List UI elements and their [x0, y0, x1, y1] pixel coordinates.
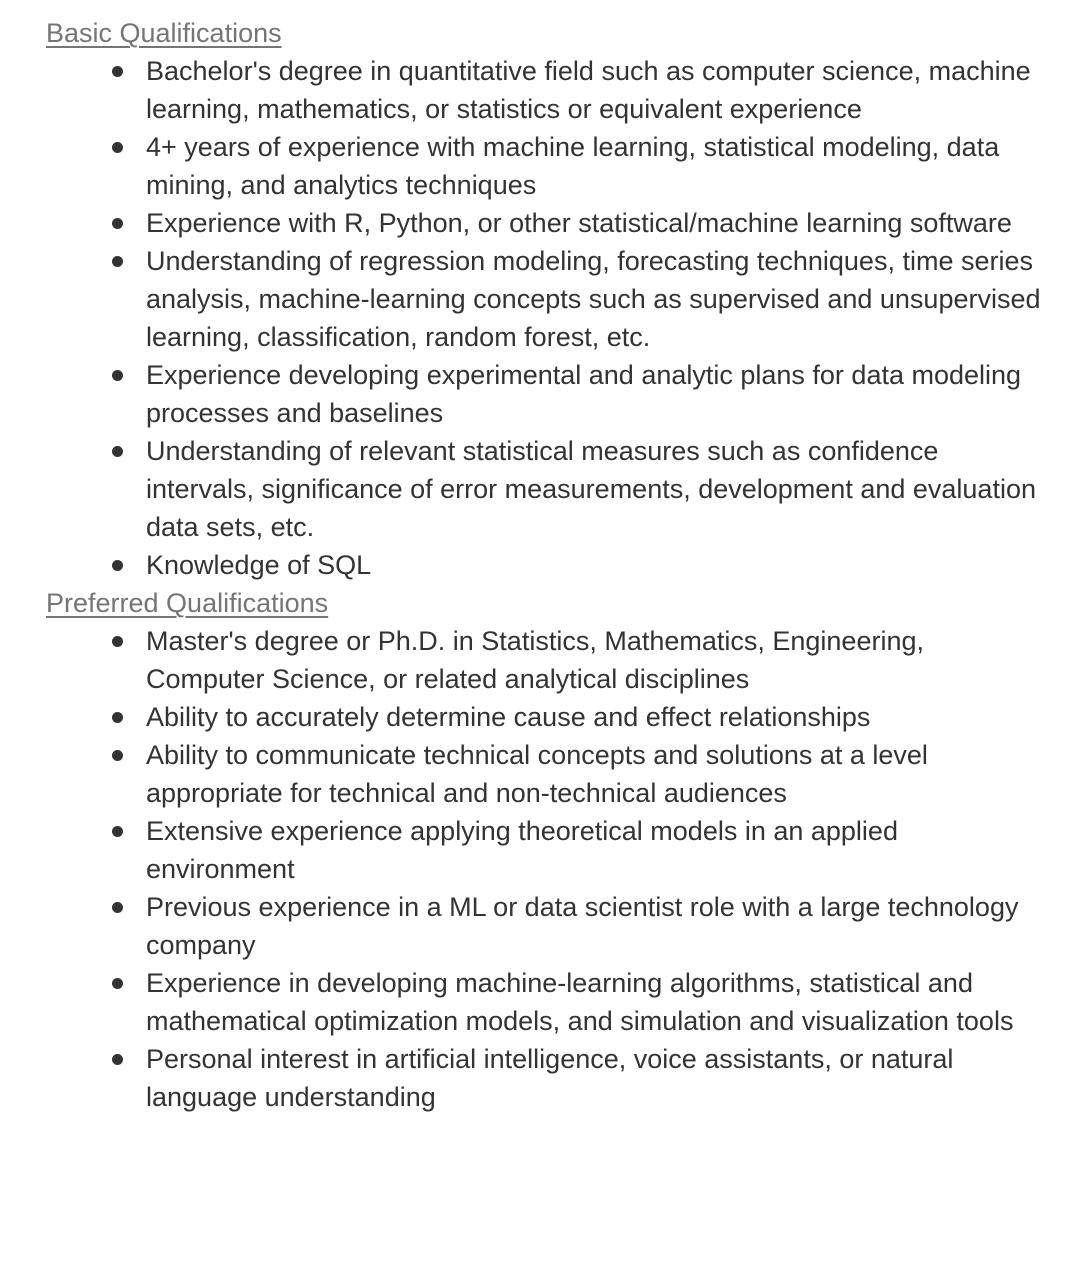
- list-item: Understanding of regression modeling, fo…: [112, 242, 1046, 356]
- list-item: 4+ years of experience with machine lear…: [112, 128, 1046, 204]
- bullet-icon: [112, 142, 123, 153]
- list-item-text: Understanding of relevant statistical me…: [146, 436, 1036, 542]
- list-item: Previous experience in a ML or data scie…: [112, 888, 1046, 964]
- list-item-text: Personal interest in artificial intellig…: [146, 1044, 954, 1112]
- bullet-icon: [112, 978, 123, 989]
- list-item-text: 4+ years of experience with machine lear…: [146, 132, 1000, 200]
- list-item-text: Experience with R, Python, or other stat…: [146, 208, 1012, 238]
- list-item: Experience developing experimental and a…: [112, 356, 1046, 432]
- qualifications-document: Basic Qualifications Bachelor's degree i…: [46, 18, 1046, 1116]
- preferred-qualifications-list: Master's degree or Ph.D. in Statistics, …: [46, 622, 1046, 1116]
- preferred-qualifications-heading: Preferred Qualifications: [46, 588, 329, 618]
- list-item: Understanding of relevant statistical me…: [112, 432, 1046, 546]
- list-item: Bachelor's degree in quantitative field …: [112, 52, 1046, 128]
- list-item: Experience with R, Python, or other stat…: [112, 204, 1046, 242]
- bullet-icon: [112, 1054, 123, 1065]
- list-item: Personal interest in artificial intellig…: [112, 1040, 1046, 1116]
- bullet-icon: [112, 560, 123, 571]
- bullet-icon: [112, 370, 123, 381]
- bullet-icon: [112, 902, 123, 913]
- basic-qualifications-heading: Basic Qualifications: [46, 18, 282, 48]
- list-item: Ability to accurately determine cause an…: [112, 698, 1046, 736]
- bullet-icon: [112, 826, 123, 837]
- list-item: Knowledge of SQL: [112, 546, 1046, 584]
- list-item-text: Previous experience in a ML or data scie…: [146, 892, 1019, 960]
- list-item-text: Extensive experience applying theoretica…: [146, 816, 898, 884]
- bullet-icon: [112, 712, 123, 723]
- bullet-icon: [112, 66, 123, 77]
- list-item: Experience in developing machine-learnin…: [112, 964, 1046, 1040]
- list-item: Master's degree or Ph.D. in Statistics, …: [112, 622, 1046, 698]
- bullet-icon: [112, 218, 123, 229]
- list-item-text: Ability to accurately determine cause an…: [146, 702, 871, 732]
- basic-qualifications-list: Bachelor's degree in quantitative field …: [46, 52, 1046, 584]
- list-item: Ability to communicate technical concept…: [112, 736, 1046, 812]
- bullet-icon: [112, 256, 123, 267]
- list-item: Extensive experience applying theoretica…: [112, 812, 1046, 888]
- bullet-icon: [112, 750, 123, 761]
- bullet-icon: [112, 446, 123, 457]
- list-item-text: Experience developing experimental and a…: [146, 360, 1022, 428]
- list-item-text: Master's degree or Ph.D. in Statistics, …: [146, 626, 924, 694]
- list-item-text: Bachelor's degree in quantitative field …: [146, 56, 1031, 124]
- list-item-text: Ability to communicate technical concept…: [146, 740, 928, 808]
- bullet-icon: [112, 636, 123, 647]
- list-item-text: Knowledge of SQL: [146, 550, 372, 580]
- list-item-text: Experience in developing machine-learnin…: [146, 968, 1014, 1036]
- list-item-text: Understanding of regression modeling, fo…: [146, 246, 1041, 352]
